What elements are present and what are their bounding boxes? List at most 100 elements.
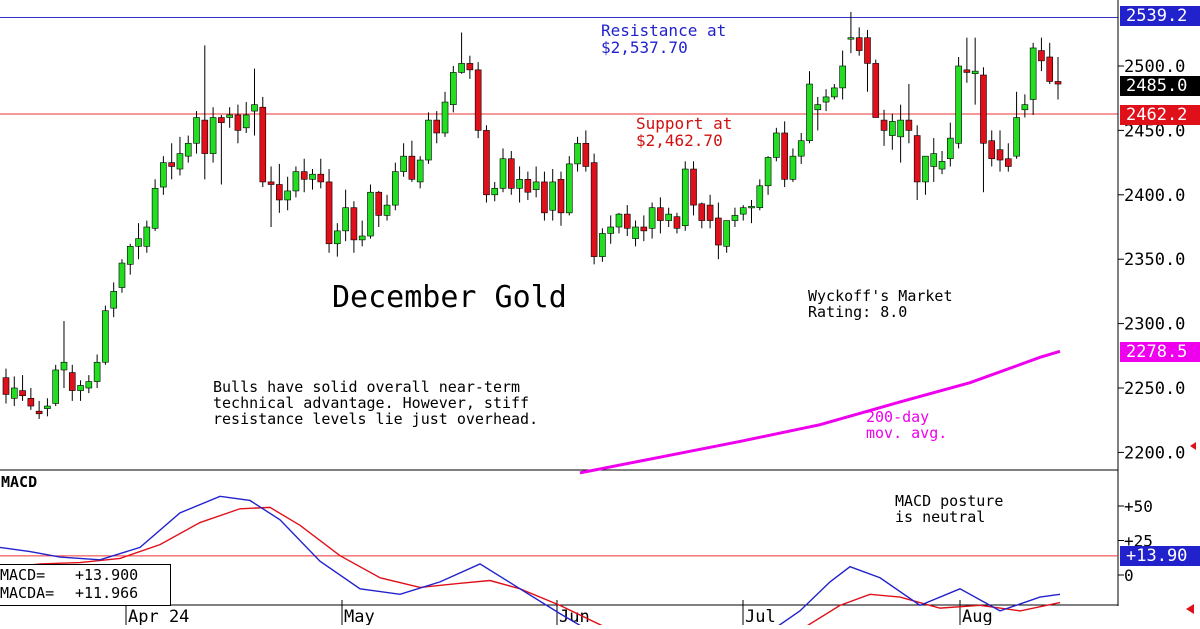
macd-tick-label: 0 (1124, 566, 1134, 585)
candle-body (806, 83, 813, 142)
macda-value: +11.966 (75, 584, 139, 602)
candle-body (193, 117, 200, 144)
candle-body (267, 181, 275, 185)
candle-body (673, 216, 681, 229)
candle-body (491, 188, 499, 196)
candle-body (880, 119, 888, 131)
candle-body (1021, 104, 1029, 111)
candle-body (913, 135, 921, 183)
candle-body (797, 140, 805, 157)
candle-body (599, 233, 606, 257)
candle-body (226, 114, 233, 118)
macd-comment: MACD posture is neutral (895, 493, 1003, 525)
candle-body (292, 171, 300, 192)
date-tick-label: Apr 24 (128, 607, 189, 625)
candle-body (541, 181, 548, 214)
macd-comment-line1: MACD posture (895, 492, 1004, 510)
candle-body (607, 226, 614, 234)
candle-body (143, 226, 151, 247)
commentary-text: Bulls have solid overall near-term techni… (213, 379, 538, 427)
scroll-arrow-icon-upper[interactable] (1190, 442, 1196, 450)
candle-body (864, 37, 871, 64)
candle-body (955, 65, 962, 144)
macd-title: MACD (1, 473, 38, 491)
candle-body (963, 69, 971, 73)
candle-body (665, 213, 672, 221)
candle-body (251, 104, 258, 112)
support-line1: Support at (636, 114, 733, 133)
resistance-price-tag: 2539.2 (1120, 6, 1200, 26)
scroll-arrow-icon[interactable] (1186, 604, 1194, 614)
candle-body (532, 181, 540, 190)
candle-body (905, 119, 913, 131)
price-tick-label: 2500.0 (1124, 57, 1185, 77)
candle-body (441, 101, 449, 134)
commentary-line3: resistance levels lie just overhead. (213, 410, 539, 428)
candle-body (648, 207, 656, 229)
candle-body (1029, 47, 1037, 100)
candle-body (102, 310, 109, 363)
candle-body (44, 405, 51, 409)
candle-body (118, 262, 126, 288)
candle-body (483, 130, 490, 196)
candle-body (350, 207, 358, 241)
candle-body (715, 217, 722, 246)
candle-body (151, 188, 159, 229)
candle-body (507, 158, 515, 189)
candle-body (259, 106, 267, 183)
candle-body (889, 121, 896, 136)
rating-line2: Rating: 8.0 (808, 303, 908, 321)
candle-body (574, 142, 581, 165)
macd-tick-label: +50 (1124, 497, 1153, 516)
candle-body (1054, 81, 1062, 85)
candle-body (980, 74, 987, 144)
macd-value-label: MACD= (0, 566, 46, 584)
candle-body (19, 390, 26, 397)
candle-body (408, 155, 416, 180)
candle-body (52, 369, 60, 404)
candle-body (450, 72, 457, 105)
price-tick-label: 2300.0 (1124, 315, 1185, 335)
candle-body (77, 385, 84, 391)
candle-body (690, 168, 697, 206)
candle-body (789, 155, 797, 180)
candle-body (516, 179, 523, 189)
candle-body (1038, 50, 1045, 62)
candle-body (499, 158, 507, 189)
candle-body (209, 117, 217, 154)
resistance-line2: $2,537.70 (601, 38, 688, 57)
candle-body (334, 230, 341, 245)
support-label: Support at $2,462.70 (636, 115, 732, 149)
candle-body (756, 185, 764, 208)
candle-body (1013, 117, 1020, 157)
resistance-label: Resistance at $2,537.70 (601, 22, 726, 56)
ma-label: 200-day mov. avg. (866, 409, 947, 441)
price-tick-label: 2200.0 (1124, 443, 1185, 463)
candle-body (590, 162, 598, 257)
candle-body (764, 157, 772, 187)
last-price-tag: 2485.0 (1120, 76, 1200, 96)
macd-values-box: MACD= +13.900 MACDA= +11.966 (0, 564, 171, 606)
candle-body (367, 191, 374, 237)
candle-body (781, 132, 788, 180)
candle-body (218, 117, 225, 123)
candle-body (458, 63, 465, 73)
candle-body (358, 235, 366, 241)
candle-body (433, 119, 441, 134)
candle-body (971, 70, 979, 75)
candle-body (400, 155, 407, 172)
candle-body (1046, 56, 1054, 82)
date-tick-label: May (344, 607, 375, 625)
candle-body (872, 63, 880, 118)
candle-body (375, 191, 383, 216)
macd-value: +13.900 (75, 566, 139, 584)
candle-body (739, 207, 747, 215)
candle-body (383, 204, 391, 216)
candle-body (706, 204, 714, 221)
ma-line1: 200-day (866, 408, 930, 426)
macd-tick-label: +25 (1124, 532, 1153, 551)
macd-price-tag: +13.90 (1120, 546, 1200, 566)
candle-body (847, 37, 855, 40)
candle-body (615, 213, 623, 228)
candle-body (160, 162, 167, 188)
